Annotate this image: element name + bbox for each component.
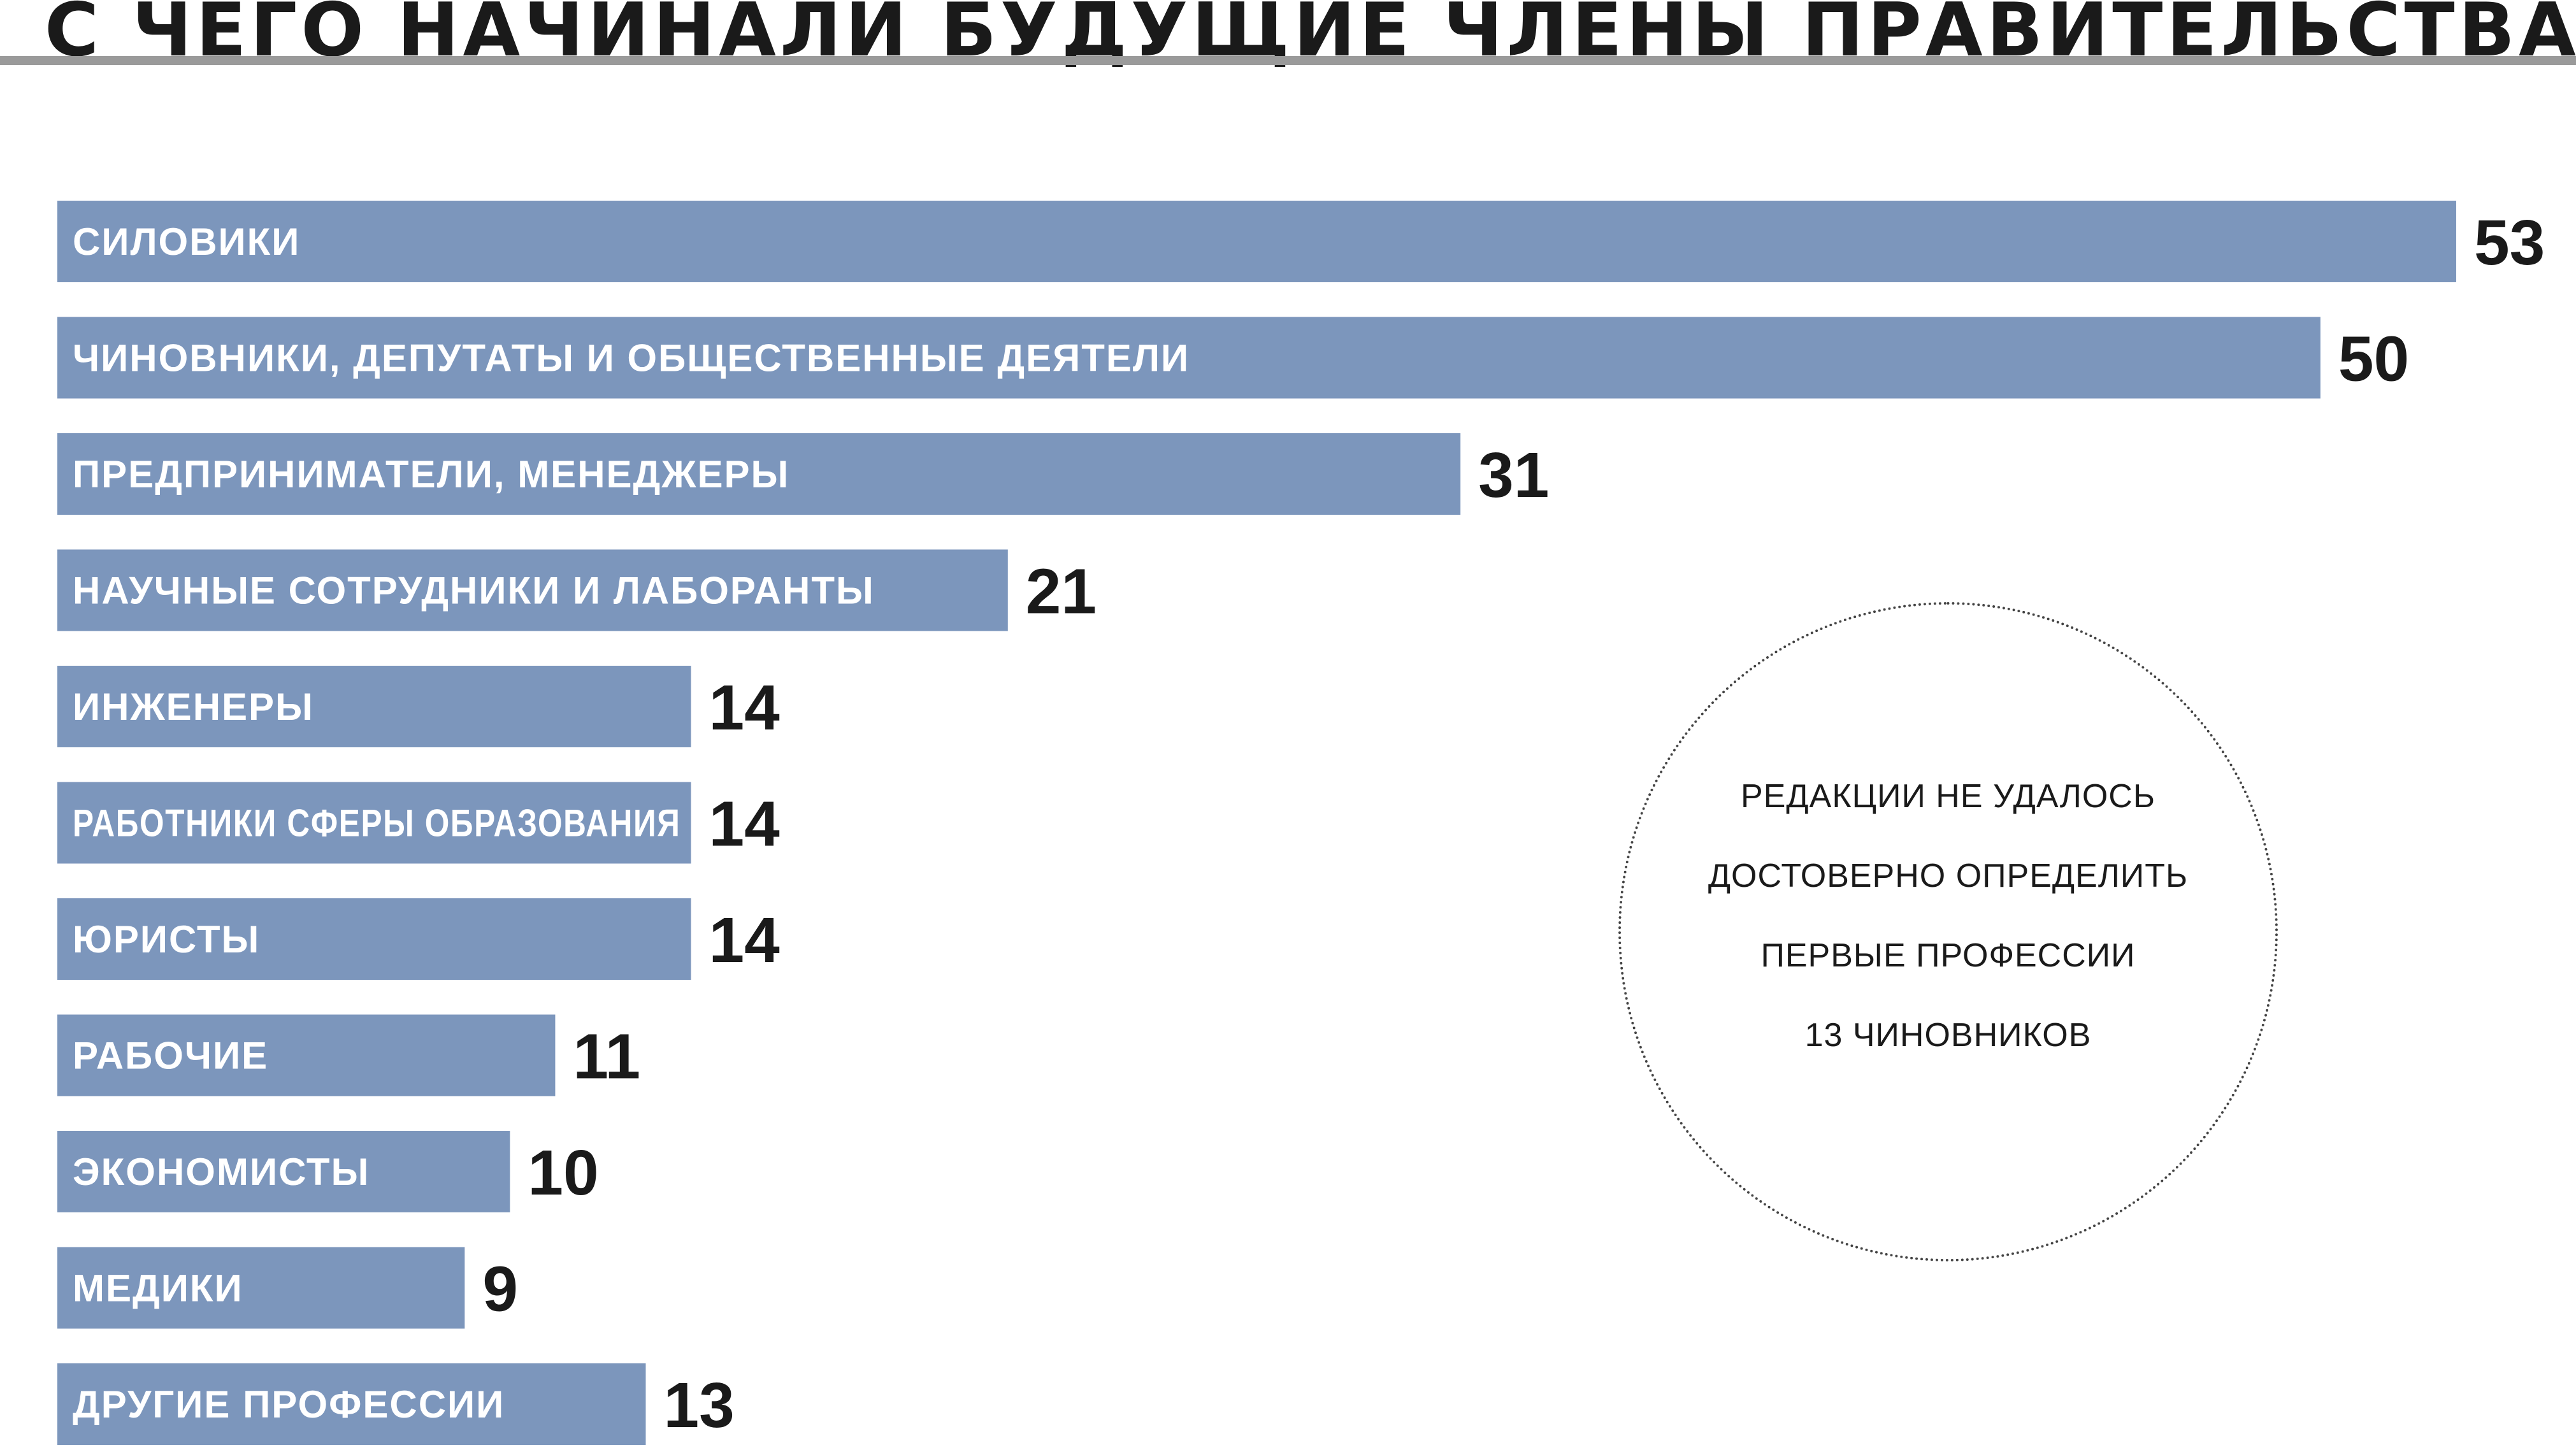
note-circle: РЕДАКЦИИ НЕ УДАЛОСЬ ДОСТОВЕРНО ОПРЕДЕЛИТ… bbox=[1618, 602, 2278, 1261]
bar-label-3: НАУЧНЫЕ СОТРУДНИКИ И ЛАБОРАНТЫ bbox=[73, 570, 875, 612]
note-line-1: РЕДАКЦИИ НЕ УДАЛОСЬ bbox=[1741, 777, 2155, 815]
bar-label-10: ДРУГИЕ ПРОФЕССИИ bbox=[73, 1383, 505, 1426]
bar-2 bbox=[57, 433, 1461, 515]
bar-value-5: 14 bbox=[709, 789, 781, 860]
bar-label-1: ЧИНОВНИКИ, ДЕПУТАТЫ И ОБЩЕСТВЕННЫЕ ДЕЯТЕ… bbox=[73, 337, 1190, 380]
title-underline bbox=[0, 56, 2576, 65]
note-line-4: 13 ЧИНОВНИКОВ bbox=[1804, 1016, 2092, 1054]
bar-7 bbox=[57, 1014, 556, 1096]
bar-value-10: 13 bbox=[663, 1370, 734, 1441]
bar-1 bbox=[57, 317, 2321, 399]
bar-0 bbox=[57, 201, 2456, 282]
bar-4 bbox=[57, 666, 691, 747]
bar-label-5: РАБОТНИКИ СФЕРЫ ОБРАЗОВАНИЯ bbox=[73, 802, 681, 845]
bar-value-3: 21 bbox=[1026, 556, 1097, 628]
bar-value-9: 9 bbox=[482, 1254, 518, 1325]
bar-value-4: 14 bbox=[709, 672, 781, 743]
bar-value-2: 31 bbox=[1478, 440, 1549, 511]
bar-label-9: МЕДИКИ bbox=[73, 1267, 243, 1310]
bar-6 bbox=[57, 898, 691, 980]
bar-3 bbox=[57, 549, 1008, 631]
bar-value-0: 53 bbox=[2474, 207, 2545, 278]
bar-9 bbox=[57, 1247, 465, 1329]
bar-8 bbox=[57, 1131, 510, 1212]
bar-label-8: ЭКОНОМИСТЫ bbox=[73, 1151, 370, 1193]
note-line-3: ПЕРВЫЕ ПРОФЕССИИ bbox=[1760, 937, 2136, 974]
bar-label-6: ЮРИСТЫ bbox=[73, 918, 260, 961]
bar-10 bbox=[57, 1363, 646, 1445]
note-line-2: ДОСТОВЕРНО ОПРЕДЕЛИТЬ bbox=[1708, 857, 2189, 894]
bar-value-7: 11 bbox=[573, 1021, 640, 1093]
bar-5 bbox=[57, 782, 691, 864]
bar-label-7: РАБОЧИЕ bbox=[73, 1035, 268, 1077]
bar-value-8: 10 bbox=[528, 1137, 598, 1209]
bar-value-1: 50 bbox=[2338, 324, 2409, 395]
bar-label-0: СИЛОВИКИ bbox=[73, 220, 300, 263]
bar-value-6: 14 bbox=[709, 905, 781, 976]
bar-label-2: ПРЕДПРИНИМАТЕЛИ, МЕНЕДЖЕРЫ bbox=[73, 453, 789, 496]
bar-label-4: ИНЖЕНЕРЫ bbox=[73, 686, 314, 728]
